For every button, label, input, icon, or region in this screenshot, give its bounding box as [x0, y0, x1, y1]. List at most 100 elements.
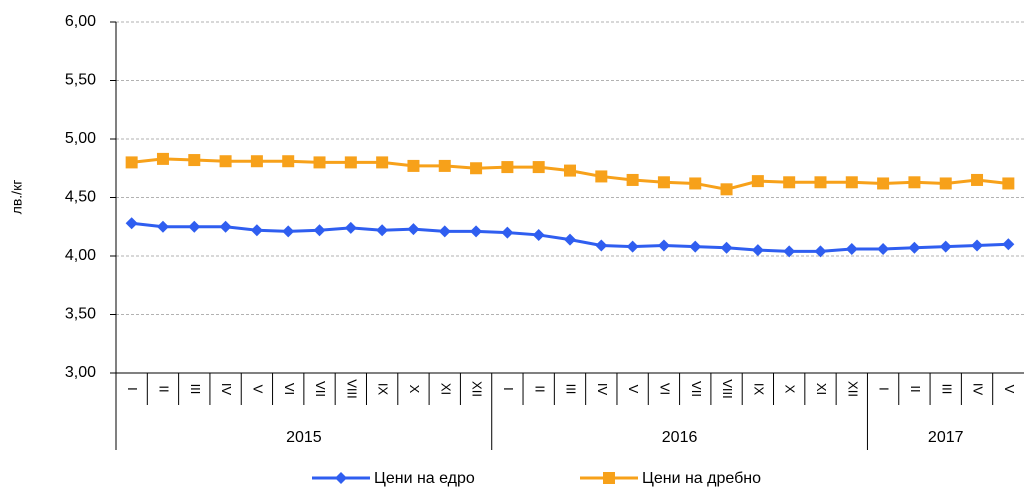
y-tick-label: 4,00 [65, 247, 96, 264]
x-tick-label: IV [971, 383, 986, 396]
point [470, 225, 483, 238]
x-tick-label: I [877, 387, 892, 391]
point [219, 155, 232, 168]
point [939, 240, 952, 253]
point [689, 177, 702, 190]
point [282, 225, 295, 238]
year-label: 2017 [928, 429, 964, 446]
point [564, 233, 576, 246]
point [626, 173, 639, 186]
year-label: 2015 [286, 429, 322, 446]
y-tick-label: 3,00 [65, 364, 96, 381]
point [751, 175, 764, 188]
point [156, 220, 169, 233]
point [814, 176, 827, 189]
point [188, 220, 201, 233]
point [595, 239, 608, 252]
x-tick-label: X [407, 385, 422, 394]
point [344, 221, 357, 234]
point [783, 245, 796, 258]
point [720, 183, 733, 196]
point [877, 242, 890, 255]
point [1002, 238, 1015, 251]
legend-label: Цени на едро [374, 470, 475, 487]
point [971, 173, 984, 186]
y-tick-label: 5,50 [65, 72, 96, 89]
x-tick-label: VIII [344, 379, 359, 399]
point [564, 164, 576, 177]
x-tick-label: XII [470, 381, 485, 397]
point [407, 159, 420, 172]
point [908, 241, 921, 254]
point [877, 177, 890, 190]
point [532, 161, 545, 174]
year-label: 2016 [662, 429, 698, 446]
point [814, 245, 827, 258]
point [219, 220, 232, 233]
y-tick-label: 6,00 [65, 13, 96, 30]
point [1002, 177, 1015, 190]
x-tick-label: V [250, 385, 265, 394]
point [250, 155, 263, 168]
legend-marker [603, 472, 615, 484]
x-tick-label: II [157, 385, 172, 392]
x-tick-label: IV [219, 383, 234, 396]
point [376, 224, 389, 237]
point [908, 176, 921, 189]
y-tick-label: 5,00 [65, 130, 96, 147]
point [188, 154, 201, 167]
point [595, 170, 608, 183]
point [125, 156, 138, 169]
point [282, 155, 295, 168]
x-tick-label: VIII [720, 379, 735, 399]
point [470, 162, 483, 175]
x-tick-label: VII [689, 381, 704, 397]
y-tick-label: 3,50 [65, 306, 96, 323]
point [438, 225, 451, 238]
point [657, 239, 670, 252]
x-tick-label: I [125, 387, 140, 391]
point [939, 177, 952, 190]
x-tick-label: I [501, 387, 516, 391]
point [751, 244, 764, 257]
point [438, 159, 451, 172]
point [313, 156, 326, 169]
x-tick-label: IX [376, 383, 391, 396]
x-tick-label: IV [595, 383, 610, 396]
y-axis-label: лв./кг [9, 180, 25, 215]
x-tick-label: II [908, 385, 923, 392]
point [845, 176, 858, 189]
x-tick-label: X [783, 385, 798, 394]
x-tick-label: III [564, 384, 579, 395]
point [783, 176, 796, 189]
x-tick-label: V [626, 385, 641, 394]
point [250, 224, 263, 237]
point [657, 176, 670, 189]
x-tick-label: XI [438, 383, 453, 395]
point [720, 241, 733, 254]
x-tick-label: II [532, 385, 547, 392]
point [532, 228, 545, 241]
x-tick-label: III [939, 384, 954, 395]
x-tick-label: XII [845, 381, 860, 397]
point [501, 226, 514, 239]
y-tick-label: 4,50 [65, 189, 96, 206]
x-tick-label: VI [657, 383, 672, 395]
x-tick-label: III [188, 384, 203, 395]
point [125, 217, 138, 230]
point [689, 240, 702, 253]
point [313, 224, 326, 237]
x-tick-label: IX [751, 383, 766, 396]
x-tick-label: VII [313, 381, 328, 397]
point [971, 239, 984, 252]
point [407, 223, 420, 236]
x-tick-label: V [1002, 385, 1017, 394]
x-tick-label: VI [282, 383, 297, 395]
point [344, 156, 357, 169]
point [156, 152, 169, 165]
point [845, 242, 858, 255]
point [501, 161, 514, 174]
point [376, 156, 389, 169]
point [626, 240, 639, 253]
